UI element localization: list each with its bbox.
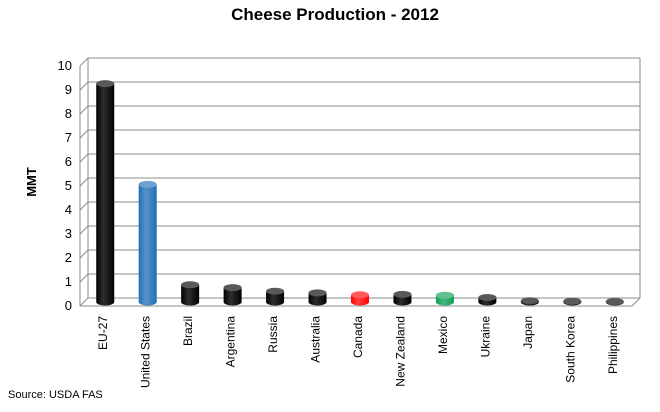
- gridline-depth: [79, 57, 89, 67]
- bar-body: [96, 83, 115, 306]
- bar-mexico: [435, 291, 454, 306]
- gridline-depth: [79, 297, 89, 307]
- axes: [79, 58, 641, 307]
- bar-top: [605, 298, 624, 306]
- x-category-labels: EU-27 United States Brazil Argentina Russia A…: [96, 316, 620, 388]
- gridline-depth: [79, 273, 89, 283]
- bar-top: [308, 289, 327, 297]
- bar-top: [223, 284, 242, 292]
- gridline-depth: [79, 105, 89, 115]
- y-tick-label: 10: [58, 58, 72, 73]
- bar-australia: [308, 289, 327, 306]
- bar-body: [308, 292, 327, 306]
- x-category-label: Canada: [351, 316, 365, 358]
- bar-japan: [520, 297, 539, 306]
- bar-top: [96, 80, 115, 88]
- gridline-depth: [79, 129, 89, 139]
- y-tick-label: 6: [65, 154, 72, 169]
- gridline-depth: [79, 225, 89, 235]
- bar-top: [266, 287, 285, 295]
- bar-united-states: [138, 180, 157, 306]
- y-tick-label: 9: [65, 82, 72, 97]
- bar-body: [181, 284, 200, 306]
- gridline-depth: [79, 201, 89, 211]
- bar-canada: [351, 291, 369, 306]
- y-tick-label: 7: [65, 130, 72, 145]
- x-category-label: United States: [139, 316, 153, 388]
- bar-argentina: [223, 284, 242, 306]
- x-category-label: Argentina: [224, 316, 238, 368]
- bar-top: [478, 293, 497, 301]
- bar-eu-27: [96, 80, 115, 306]
- x-category-label: Australia: [309, 316, 323, 363]
- bar-new-zealand: [393, 290, 412, 306]
- bar-top: [138, 180, 157, 188]
- y-tick-label: 2: [65, 250, 72, 265]
- x-category-label: EU-27: [96, 316, 110, 350]
- x-category-label: South Korea: [563, 316, 577, 383]
- bar-ukraine: [478, 293, 497, 306]
- x-category-label: Ukraine: [478, 316, 492, 358]
- bars: [96, 80, 624, 306]
- x-category-label: Brazil: [181, 316, 195, 346]
- floor-right-edge: [631, 297, 641, 307]
- x-category-label: Philippines: [606, 316, 620, 374]
- bar-top: [563, 297, 582, 305]
- gridline-depth: [79, 177, 89, 187]
- bar-top: [181, 281, 200, 289]
- bar-south-korea: [563, 297, 582, 306]
- bar-top: [520, 297, 539, 305]
- x-category-label: Mexico: [436, 316, 450, 354]
- source-note: Source: USDA FAS: [8, 389, 103, 401]
- y-tick-label: 3: [65, 226, 72, 241]
- gridline-depth: [79, 249, 89, 259]
- bar-top: [351, 291, 369, 299]
- bar-brazil: [181, 281, 200, 306]
- bar-top: [435, 291, 454, 299]
- gridline-depth: [79, 153, 89, 163]
- bar-body: [138, 184, 157, 306]
- gridline-depth: [79, 81, 89, 91]
- y-axis-label: MMT: [24, 167, 39, 197]
- bar-philippines: [605, 298, 624, 306]
- bar-body: [266, 291, 285, 306]
- y-tick-label: 1: [65, 274, 72, 289]
- x-category-label: New Zealand: [393, 316, 407, 387]
- y-tick-label: 4: [65, 202, 72, 217]
- y-tick-label: 5: [65, 178, 72, 193]
- bar-russia: [266, 287, 285, 306]
- y-tick-label: 8: [65, 106, 72, 121]
- y-tick-label: 0: [65, 298, 72, 313]
- x-category-label: Russia: [266, 316, 280, 353]
- gridlines: [79, 57, 640, 307]
- bar-top: [393, 290, 412, 298]
- x-category-label: Japan: [521, 316, 535, 349]
- y-tick-labels: 0 1 2 3 4 5 6 7 8 9 10: [58, 58, 72, 313]
- chart-title: Cheese Production - 2012: [231, 5, 439, 24]
- bar-body: [223, 287, 242, 306]
